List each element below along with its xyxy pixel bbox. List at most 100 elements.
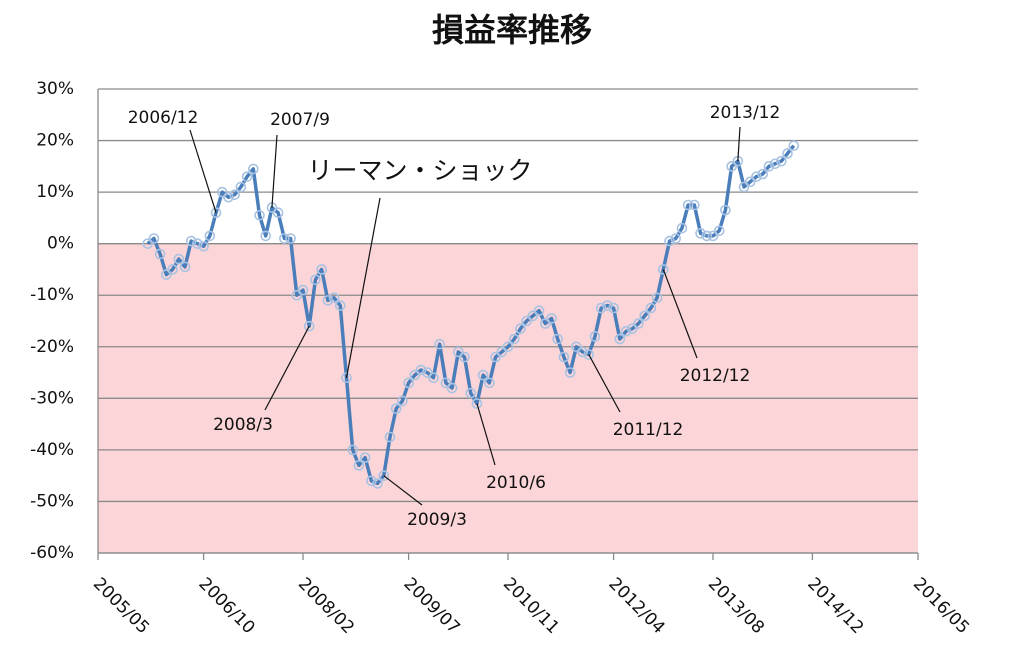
- point: [291, 289, 303, 301]
- point: [720, 204, 731, 216]
- y-tick-label: -40%: [30, 440, 74, 460]
- point: [428, 372, 439, 384]
- point: [334, 300, 346, 311]
- point: [372, 478, 383, 489]
- point: [751, 171, 762, 182]
- y-tick-label: 10%: [36, 182, 74, 202]
- point: [465, 387, 477, 399]
- point: [347, 444, 358, 456]
- annotation: 2011/12: [613, 420, 684, 440]
- y-tick-label: -60%: [30, 543, 74, 563]
- point: [303, 320, 315, 332]
- point: [403, 377, 414, 389]
- point: [664, 235, 675, 247]
- y-tick-label: -20%: [30, 337, 74, 357]
- x-tick-label: 2005/05: [89, 574, 153, 638]
- point: [738, 181, 750, 193]
- point: [527, 310, 539, 322]
- y-tick-label: -10%: [30, 285, 74, 305]
- point: [397, 395, 408, 407]
- annotation: 2012/12: [680, 366, 751, 386]
- point: [297, 284, 309, 296]
- point: [769, 158, 781, 170]
- point: [670, 233, 682, 244]
- point: [359, 452, 371, 463]
- annotation: 2013/12: [710, 103, 781, 123]
- point: [260, 230, 272, 242]
- point: [608, 302, 619, 314]
- point: [192, 238, 203, 249]
- point: [484, 377, 495, 389]
- point: [198, 240, 209, 252]
- point: [241, 171, 253, 182]
- point: [533, 305, 545, 316]
- annotation: 2008/3: [213, 415, 273, 435]
- point: [477, 369, 489, 381]
- point: [558, 351, 570, 363]
- point: [316, 264, 327, 275]
- point: [676, 222, 688, 234]
- point: [757, 168, 768, 180]
- point: [502, 341, 514, 353]
- y-tick-label: 30%: [36, 79, 74, 99]
- point: [788, 140, 800, 152]
- point: [353, 460, 365, 471]
- point: [229, 189, 240, 200]
- point: [173, 253, 185, 265]
- point: [223, 191, 234, 203]
- point: [744, 176, 756, 188]
- leader-line: [271, 134, 278, 208]
- x-tick-label: 2014/12: [803, 574, 867, 638]
- point: [645, 302, 657, 314]
- point: [459, 351, 470, 363]
- point: [508, 333, 520, 345]
- x-tick-label: 2010/11: [499, 574, 563, 638]
- leader-line: [345, 197, 381, 378]
- annotation: 2009/3: [407, 510, 467, 530]
- point: [707, 230, 719, 242]
- point: [539, 318, 551, 329]
- x-tick-label: 2013/08: [704, 574, 768, 638]
- point: [471, 398, 483, 409]
- point: [204, 230, 216, 242]
- point: [552, 333, 563, 345]
- point: [235, 181, 247, 193]
- point: [415, 364, 427, 376]
- point: [440, 377, 452, 389]
- leader-line: [264, 325, 310, 411]
- point: [782, 148, 793, 159]
- leader-line: [737, 126, 741, 162]
- point: [434, 338, 445, 350]
- chart-title: 損益率推移: [432, 11, 592, 49]
- point: [254, 210, 265, 221]
- point: [167, 264, 178, 275]
- point: [571, 341, 582, 353]
- point: [776, 155, 787, 167]
- point: [272, 207, 284, 219]
- point: [490, 351, 501, 363]
- point: [390, 403, 402, 414]
- point: [602, 300, 613, 311]
- point: [148, 233, 160, 244]
- point: [521, 315, 532, 327]
- point: [366, 475, 377, 487]
- point: [726, 161, 737, 172]
- point: [142, 238, 153, 249]
- leader-line: [662, 269, 698, 359]
- point: [695, 228, 706, 239]
- point: [328, 292, 340, 304]
- point: [689, 199, 700, 211]
- point: [614, 333, 626, 345]
- point: [546, 313, 557, 324]
- point: [515, 323, 526, 335]
- point: [713, 225, 725, 237]
- point: [341, 372, 352, 384]
- leader-line: [383, 475, 423, 506]
- point: [310, 274, 321, 286]
- point: [179, 261, 191, 273]
- point: [446, 382, 458, 394]
- point: [409, 369, 421, 381]
- x-tick-label: 2008/02: [294, 574, 358, 638]
